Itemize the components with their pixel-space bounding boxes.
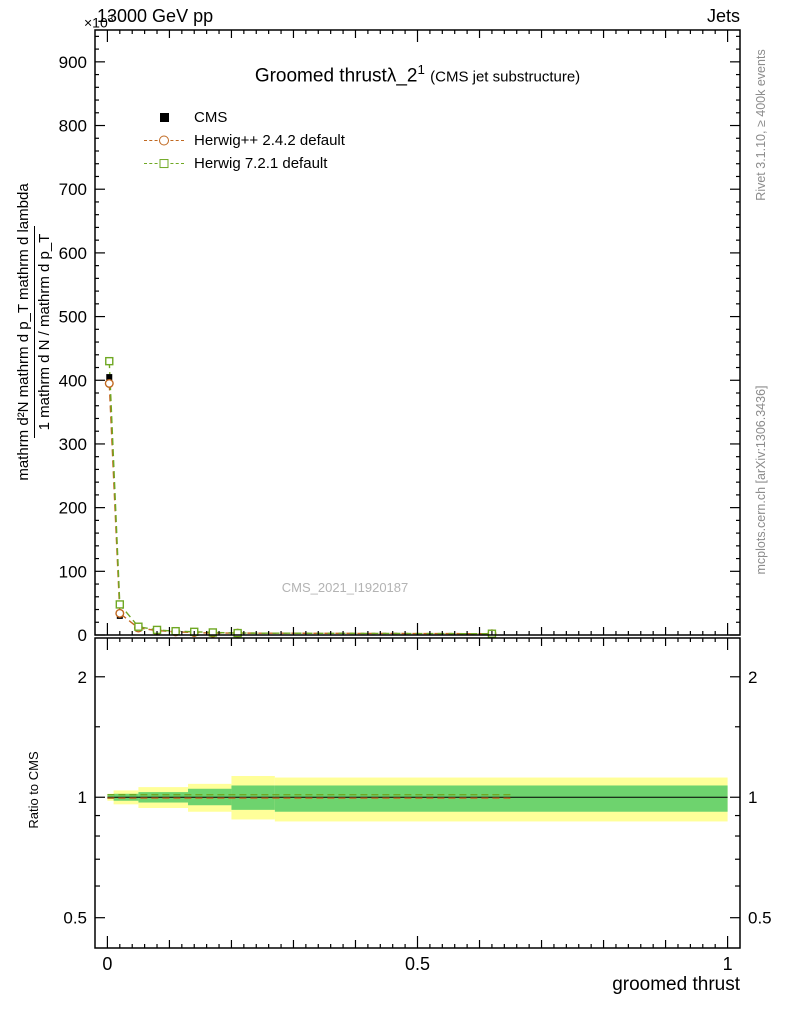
y-axis-label-numerator: mathrm d²N mathrm d p_T mathrm d lambda xyxy=(15,183,32,481)
svg-text:0.5: 0.5 xyxy=(405,954,430,974)
rivet-version-label: Rivet 3.1.10, ≥ 400k events xyxy=(754,49,768,201)
svg-text:600: 600 xyxy=(59,244,87,263)
svg-text:100: 100 xyxy=(59,562,87,581)
svg-text:0.5: 0.5 xyxy=(63,909,87,928)
svg-text:2: 2 xyxy=(748,668,757,687)
svg-text:0: 0 xyxy=(102,954,112,974)
svg-text:700: 700 xyxy=(59,180,87,199)
legend-line-herwigpp xyxy=(144,135,184,146)
svg-text:1: 1 xyxy=(78,788,87,807)
mcplots-reference-label: mcplots.cern.ch [arXiv:1306.3436] xyxy=(754,385,768,575)
legend-line-herwig7 xyxy=(144,159,184,169)
x-axis-label: groomed thrust xyxy=(612,974,740,995)
svg-text:1: 1 xyxy=(723,954,733,974)
legend-marker-herwigpp xyxy=(159,135,169,146)
svg-text:0.5: 0.5 xyxy=(748,909,772,928)
beam-energy-label: 13000 GeV pp xyxy=(97,6,214,26)
svg-text:2: 2 xyxy=(78,668,87,687)
legend-label-herwigpp: Herwig++ 2.4.2 default xyxy=(194,132,345,149)
plot-title-exponent: 1 xyxy=(417,62,425,77)
analysis-id-watermark: CMS_2021_I1920187 xyxy=(281,580,409,595)
svg-text:400: 400 xyxy=(59,371,87,390)
legend-label-herwig7: Herwig 7.2.1 default xyxy=(194,155,328,172)
legend-item-cms: CMS xyxy=(142,106,345,129)
legend-marker-cms xyxy=(159,113,169,122)
svg-text:200: 200 xyxy=(59,499,87,518)
ratio-y-axis-label: Ratio to CMS xyxy=(26,751,41,829)
svg-text:500: 500 xyxy=(59,308,87,327)
legend: CMS Herwig++ 2.4.2 default Herwig 7.2.1 … xyxy=(142,106,345,175)
legend-item-herwig7: Herwig 7.2.1 default xyxy=(142,152,345,175)
y-axis-scale-exponent: ×103 xyxy=(84,14,114,31)
svg-text:1: 1 xyxy=(748,788,757,807)
svg-text:300: 300 xyxy=(59,435,87,454)
y-axis-label-denominator: 1 mathrm d N / mathrm d p_T xyxy=(33,225,54,439)
plot-title-lambda: λ_2 xyxy=(386,65,418,87)
plot-title-text: Groomed thrust xyxy=(254,65,387,87)
legend-label-cms: CMS xyxy=(194,109,228,126)
svg-text:0: 0 xyxy=(78,626,87,645)
svg-text:900: 900 xyxy=(59,53,87,72)
legend-item-herwigpp: Herwig++ 2.4.2 default xyxy=(142,129,345,152)
main-y-axis-label: mathrm d²N mathrm d p_T mathrm d lambda … xyxy=(2,32,66,632)
plot-subtitle: (CMS jet substructure) xyxy=(430,68,581,86)
legend-marker-herwig7 xyxy=(159,159,169,169)
analysis-type-label: Jets xyxy=(706,6,740,26)
plot-title: Groomed thrustλ_21 (CMS jet substructure… xyxy=(95,62,740,87)
svg-text:800: 800 xyxy=(59,117,87,136)
